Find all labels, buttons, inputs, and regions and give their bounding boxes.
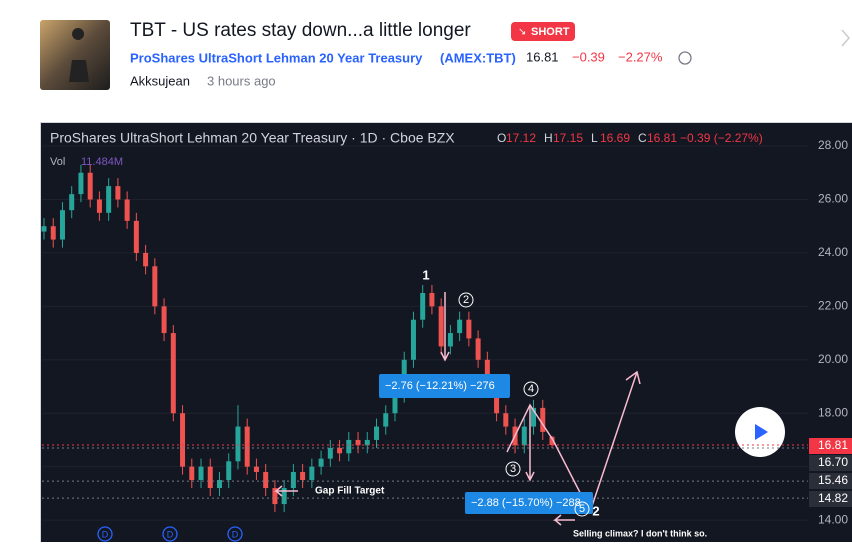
candle-body	[134, 221, 139, 253]
idea-title[interactable]: TBT - US rates stay down...a little long…	[130, 20, 471, 41]
candle-body	[365, 440, 370, 445]
y-tick-label: 24.00	[818, 245, 848, 259]
badge-arrow: ↘	[518, 27, 526, 38]
y-tick-label: 20.00	[818, 352, 848, 366]
candle-body	[180, 413, 185, 466]
annotation: 2	[592, 503, 599, 518]
candle-body	[189, 467, 194, 480]
candle-body	[466, 320, 471, 339]
candle-body	[106, 186, 111, 213]
candle-body	[383, 413, 388, 426]
symbol-change-pct: −2.27%	[618, 49, 663, 64]
candle-body	[97, 199, 102, 212]
candle-body	[300, 472, 305, 480]
y-tick-label: 14.00	[818, 512, 848, 526]
candle-body	[457, 320, 462, 333]
annotation: 3	[510, 463, 516, 475]
candle-body	[319, 459, 324, 467]
candle-body	[162, 306, 167, 333]
chart-legend-title: ProShares UltraShort Lehman 20 Year Trea…	[50, 130, 455, 146]
candle-body	[60, 210, 65, 239]
y-tick-label: 26.00	[818, 192, 848, 206]
volume-value: 11.484M	[81, 156, 123, 168]
candle-body	[254, 467, 259, 472]
candle-body	[171, 333, 176, 413]
candle-body	[226, 461, 231, 480]
ohlc-value: 16.69	[600, 131, 630, 145]
price-label: 16.70	[818, 455, 848, 469]
candle-body	[356, 440, 361, 445]
y-tick-label: 28.00	[818, 138, 848, 152]
volume-label: Vol	[50, 156, 65, 168]
candle-body	[503, 413, 508, 426]
ohlc-key: C	[638, 131, 647, 145]
ohlc-key: H	[544, 131, 553, 145]
candle-body	[51, 226, 56, 239]
badge-text: SHORT	[531, 26, 570, 38]
candle-body	[69, 194, 74, 210]
annotation: 2	[463, 294, 469, 306]
candle-body	[143, 253, 148, 266]
candle-body	[263, 472, 268, 488]
candle-body	[337, 448, 342, 453]
candle-body	[125, 199, 130, 220]
candle-body	[115, 186, 120, 199]
candle-body	[448, 333, 453, 346]
candle-body	[245, 427, 250, 467]
price-label: 14.82	[818, 491, 848, 505]
candle-body	[42, 226, 47, 231]
annotation: 4	[528, 383, 534, 395]
annotation: −2.88 (−15.70%) −288	[471, 497, 581, 509]
play-button[interactable]	[735, 407, 785, 457]
annotation: Selling climax? I don't think so.	[573, 528, 707, 538]
annotation: 1	[422, 267, 429, 282]
candle-body	[152, 266, 157, 306]
y-tick-label: 22.00	[818, 299, 848, 313]
symbol-price: 16.81	[526, 49, 559, 64]
ohlc-value: 16.81	[647, 131, 677, 145]
candle-body	[411, 320, 416, 360]
ohlc-value: 17.12	[506, 131, 536, 145]
ohlc-change: −0.39 (−2.27%)	[680, 131, 763, 145]
candle-body	[78, 173, 83, 194]
candle-body	[199, 467, 204, 480]
candle-body	[420, 293, 425, 320]
annotation: Gap Fill Target	[315, 486, 385, 497]
annotation: −2.76 (−12.21%) −276	[385, 380, 495, 392]
y-tick-label: 18.00	[818, 405, 848, 419]
event-label: D	[167, 529, 174, 539]
author[interactable]: Akksujean	[130, 73, 190, 88]
candle-body	[429, 293, 434, 306]
candle-body	[309, 467, 314, 480]
candle-body	[328, 448, 333, 459]
ohlc-key: O	[497, 131, 506, 145]
candle-body	[208, 467, 213, 488]
symbol-name[interactable]: ProShares UltraShort Lehman 20 Year Trea…	[130, 50, 423, 65]
candle-body	[346, 440, 351, 453]
candle-body	[88, 173, 93, 200]
ohlc-key: L	[591, 131, 598, 145]
candle-body	[374, 427, 379, 440]
candle-body	[291, 472, 296, 488]
event-label: D	[232, 529, 239, 539]
price-label: 16.81	[818, 438, 848, 452]
price-label: 15.46	[818, 473, 848, 487]
ohlc-value: 17.15	[553, 131, 583, 145]
symbol-exchange[interactable]: (AMEX:TBT)	[440, 50, 516, 65]
candle-body	[476, 338, 481, 359]
candle-body	[439, 306, 444, 346]
event-label: D	[102, 529, 109, 539]
symbol-change: −0.39	[572, 49, 605, 64]
candle-body	[235, 427, 240, 462]
candle-body	[522, 427, 527, 446]
publish-time: 3 hours ago	[207, 73, 276, 88]
